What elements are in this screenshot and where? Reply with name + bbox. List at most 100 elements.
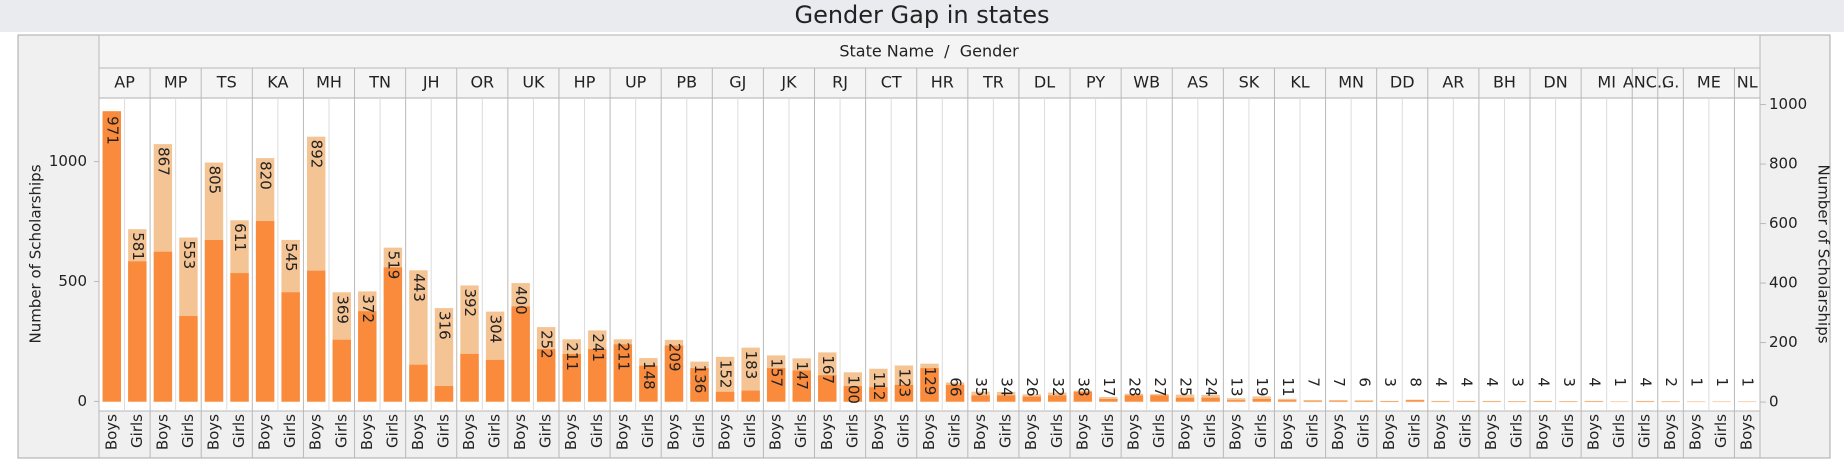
bar: [639, 365, 658, 402]
data-label: 4: [1534, 377, 1552, 387]
bar: [818, 375, 837, 402]
data-label: 100: [844, 375, 862, 404]
gender-label: Boys: [920, 414, 938, 450]
y-tick-label: 0: [77, 392, 87, 410]
bar: [1150, 395, 1169, 402]
gender-label: Girls: [383, 414, 401, 448]
bar: [1175, 397, 1195, 402]
bar: [434, 308, 454, 403]
gender-label: Boys: [1176, 414, 1194, 450]
gender-label: Girls: [1150, 414, 1168, 448]
gender-label: Girls: [997, 414, 1015, 448]
bar: [1456, 400, 1476, 403]
state-label: SK: [1239, 73, 1260, 92]
state-label: GJ: [729, 73, 746, 92]
data-label: 136: [691, 365, 709, 394]
state-label: HR: [931, 73, 954, 92]
data-label: 27: [1151, 377, 1169, 396]
data-label: 4: [1585, 377, 1603, 387]
gender-label: Girls: [179, 414, 197, 448]
gender-label: Girls: [128, 414, 146, 448]
data-label: 971: [103, 116, 121, 145]
bar: [1482, 400, 1501, 403]
gender-label: Boys: [1329, 414, 1347, 450]
gender-label: Girls: [1712, 414, 1730, 448]
bar: [843, 386, 863, 402]
gender-label: Girls: [1099, 414, 1117, 448]
gender-label: Girls: [843, 414, 861, 448]
gender-label: Boys: [1278, 414, 1296, 450]
gender-label: Boys: [1661, 414, 1679, 450]
gender-label: Girls: [434, 414, 452, 448]
state-label: ME: [1697, 73, 1721, 92]
bar: [894, 384, 914, 402]
bar: [358, 311, 377, 402]
data-label: 66: [947, 377, 965, 396]
gender-label: Boys: [1738, 414, 1756, 450]
gender-label: Girls: [690, 414, 708, 448]
data-label: 123: [895, 368, 913, 397]
y2-axis-title: Number of Scholarships: [1815, 164, 1833, 343]
gender-label: Girls: [1048, 414, 1066, 448]
data-label: 2: [1662, 377, 1680, 387]
data-label: 805: [205, 166, 223, 195]
data-label: 392: [461, 288, 479, 317]
bar: [1559, 401, 1578, 403]
bar: [128, 261, 147, 402]
data-label: 611: [231, 223, 249, 252]
gender-label: Boys: [1022, 414, 1040, 450]
bar: [255, 221, 275, 402]
data-label: 32: [1049, 377, 1067, 396]
data-label: 4: [1637, 377, 1655, 387]
gender-label: Boys: [1584, 414, 1602, 450]
y-tick-label: 1000: [49, 152, 87, 170]
state-label: KL: [1290, 73, 1309, 92]
y-tick-label: 500: [58, 272, 87, 290]
gender-label: Boys: [1533, 414, 1551, 450]
gender-label: Girls: [741, 414, 759, 448]
bar: [1661, 401, 1680, 403]
bar: [920, 368, 939, 402]
bar: [1533, 400, 1552, 403]
state-label: DN: [1543, 73, 1567, 92]
state-label: HP: [574, 73, 596, 92]
gender-label: Boys: [1073, 414, 1091, 450]
data-label: 11: [1279, 377, 1297, 396]
data-label: 6: [1355, 377, 1373, 387]
state-label: DD: [1390, 73, 1415, 92]
gender-label: Girls: [1559, 414, 1577, 448]
data-label: 26: [1023, 377, 1041, 396]
data-label: 443: [410, 273, 428, 302]
data-label: 519: [384, 251, 402, 280]
gender-label: Boys: [1124, 414, 1142, 450]
state-label: JH: [422, 73, 440, 92]
gender-label: Girls: [486, 414, 504, 448]
state-label: MI: [1597, 73, 1616, 92]
data-label: 24: [1202, 377, 1220, 396]
data-label: 892: [308, 140, 326, 169]
bar: [869, 387, 888, 402]
data-label: 241: [589, 333, 607, 362]
gender-label: Boys: [460, 414, 478, 450]
gender-label: Boys: [1227, 414, 1245, 450]
bar: [1584, 400, 1604, 403]
state-label: BH: [1493, 73, 1516, 92]
bar: [460, 353, 479, 402]
gender-label: Boys: [1380, 414, 1398, 450]
bar: [741, 347, 760, 403]
state-label: PB: [676, 73, 697, 92]
y2-tick-label: 800: [1769, 155, 1798, 173]
gender-label: Girls: [946, 414, 964, 448]
gender-label: Boys: [307, 414, 325, 450]
gender-label: Girls: [1457, 414, 1475, 448]
data-label: 372: [359, 294, 377, 323]
bar: [1124, 395, 1144, 402]
bar: [1380, 401, 1399, 403]
bar: [996, 395, 1016, 402]
gender-label: Girls: [332, 414, 350, 448]
data-label: 400: [512, 286, 530, 315]
bar: [1022, 396, 1041, 402]
gender-label: Boys: [613, 414, 631, 450]
gender-label: Boys: [358, 414, 376, 450]
